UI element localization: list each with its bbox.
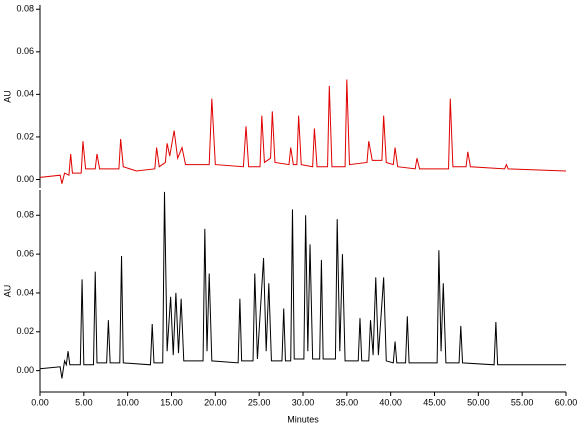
x-tick-label: 0.00	[31, 397, 49, 407]
x-tick-label: 20.00	[204, 397, 227, 407]
x-tick-label: 55.00	[511, 397, 534, 407]
y-tick-label: 0.02	[16, 131, 34, 141]
x-tick-label: 40.00	[379, 397, 402, 407]
y-axis-label: AU	[2, 285, 12, 298]
x-tick-label: 45.00	[423, 397, 446, 407]
x-tick-label: 15.00	[160, 397, 183, 407]
x-tick-label: 25.00	[248, 397, 271, 407]
x-tick-label: 50.00	[467, 397, 490, 407]
y-tick-label: 0.02	[16, 326, 34, 336]
x-tick-label: 10.00	[116, 397, 139, 407]
x-tick-label: 35.00	[336, 397, 359, 407]
y-tick-label: 0.06	[16, 248, 34, 258]
y-tick-label: 0.06	[16, 46, 34, 56]
y-tick-label: 0.08	[16, 210, 34, 220]
y-tick-label: 0.04	[16, 89, 34, 99]
x-tick-label: 60.00	[555, 397, 578, 407]
y-tick-label: 0.04	[16, 287, 34, 297]
trace	[39, 79, 567, 184]
y-axis-label: AU	[2, 90, 12, 103]
trace	[39, 191, 566, 379]
y-tick-label: 0.00	[16, 174, 34, 184]
x-axis-label: Minutes	[287, 414, 319, 424]
y-tick-label: 0.00	[16, 365, 34, 375]
y-tick-label: 0.08	[16, 4, 34, 14]
x-tick-label: 5.00	[75, 397, 93, 407]
x-tick-label: 30.00	[292, 397, 315, 407]
